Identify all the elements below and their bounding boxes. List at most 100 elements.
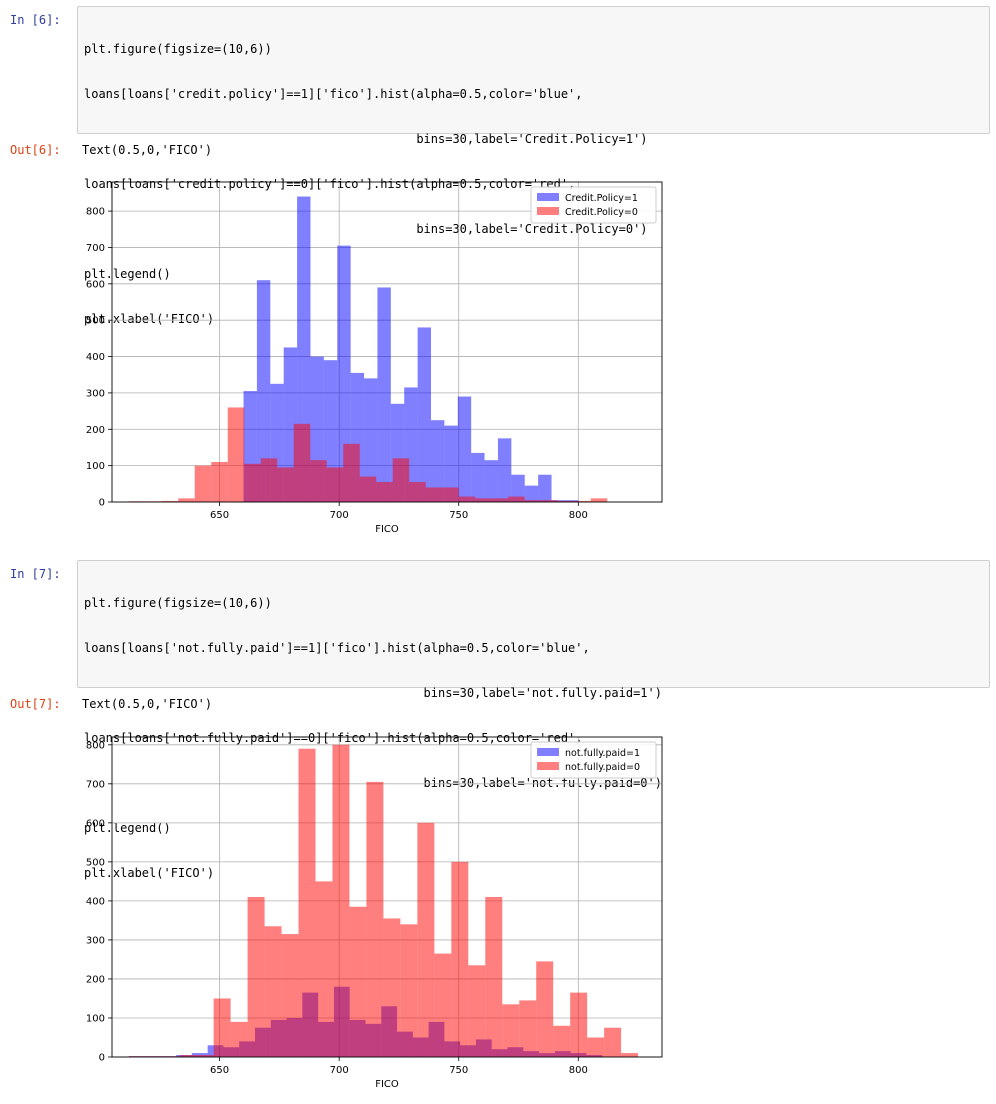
legend-box bbox=[530, 741, 657, 779]
histogram-bar-series2 bbox=[315, 881, 333, 1057]
histogram-bar-series1 bbox=[431, 420, 445, 502]
y-tick-label: 100 bbox=[86, 461, 105, 472]
histogram-bar-series2 bbox=[485, 897, 503, 1057]
code-line: bins=30,label='Credit.Policy=0') bbox=[84, 222, 648, 236]
x-tick-label: 800 bbox=[569, 1065, 588, 1076]
histogram-bar-series2 bbox=[260, 458, 278, 502]
histogram-bar-series2 bbox=[383, 918, 401, 1057]
histogram-bar-series2 bbox=[425, 487, 443, 502]
y-tick-label: 200 bbox=[86, 974, 105, 985]
y-tick-label: 400 bbox=[86, 896, 105, 907]
histogram-bar-series2 bbox=[604, 1027, 622, 1057]
x-tick-label: 650 bbox=[210, 510, 229, 521]
histogram-bar-series2 bbox=[211, 462, 228, 502]
histogram-bar-series1 bbox=[484, 460, 498, 502]
code-line: bins=30,label='not.fully.paid=0') bbox=[423, 776, 662, 790]
code-cell-6[interactable]: plt.figure(figsize=(10,6)) loans[loans['… bbox=[77, 6, 990, 326]
histogram-bar-series2 bbox=[491, 498, 509, 502]
histogram-bar-series2 bbox=[508, 496, 525, 502]
histogram-bar-series2 bbox=[553, 1025, 571, 1057]
histogram-bar-series2 bbox=[293, 423, 311, 502]
y-tick-label: 400 bbox=[86, 352, 105, 363]
histogram-bar-series2 bbox=[227, 407, 245, 502]
legend-label: not.fully.paid=1 bbox=[565, 748, 640, 759]
code-line: plt.legend() bbox=[84, 821, 171, 835]
code-line: plt.figure(figsize=(10,6)) bbox=[84, 42, 272, 56]
histogram-bar-series2 bbox=[502, 1004, 520, 1057]
histogram-bar-series1 bbox=[457, 396, 472, 502]
output-text-6: Text(0.5,0,'FICO') bbox=[82, 143, 213, 157]
in-prompt-7: In [7]: bbox=[10, 567, 61, 581]
y-tick-label: 800 bbox=[86, 740, 105, 751]
histogram-bar-series2 bbox=[161, 500, 179, 502]
histogram-bar-series2 bbox=[475, 498, 492, 502]
histogram-bar-series1 bbox=[444, 425, 458, 502]
histogram-bar-series2 bbox=[400, 924, 418, 1057]
histogram-bar-series1 bbox=[538, 474, 552, 502]
code-line: loans[loans['credit.policy']==1]['fico']… bbox=[84, 87, 583, 101]
histogram-bar-series2 bbox=[434, 953, 452, 1057]
legend-box bbox=[530, 186, 657, 224]
histogram-bar-series2 bbox=[451, 861, 469, 1057]
code-line: loans[loans['not.fully.paid']==0]['fico'… bbox=[84, 731, 583, 745]
y-tick-label: 600 bbox=[86, 818, 105, 829]
histogram-bar-series1 bbox=[256, 280, 271, 502]
histogram-bar-series2 bbox=[519, 1000, 537, 1057]
legend-label: Credit.Policy=1 bbox=[565, 193, 638, 204]
x-tick-label: 750 bbox=[449, 1065, 468, 1076]
histogram-bar-series2 bbox=[178, 498, 195, 502]
code-line: plt.xlabel('FICO') bbox=[84, 312, 215, 326]
legend-swatch bbox=[537, 193, 559, 201]
code-line: bins=30,label='not.fully.paid=1') bbox=[84, 686, 662, 700]
in-prompt-6: In [6]: bbox=[10, 13, 61, 27]
y-tick-label: 600 bbox=[86, 279, 105, 290]
histogram-bar-series2 bbox=[310, 460, 327, 502]
x-tick-label: 750 bbox=[449, 510, 468, 521]
histogram-bar-series2 bbox=[376, 482, 393, 502]
legend-swatch bbox=[537, 762, 559, 770]
histogram-bar-series2 bbox=[587, 1037, 605, 1057]
histogram-bar-series2 bbox=[557, 500, 575, 502]
histogram-bar-series2 bbox=[417, 822, 435, 1057]
code-cell-7[interactable]: plt.figure(figsize=(10,6)) loans[loans['… bbox=[77, 560, 990, 880]
histogram-bar-series1 bbox=[417, 327, 431, 502]
histogram-bar-series2 bbox=[349, 906, 367, 1057]
x-tick-label: 700 bbox=[330, 510, 349, 521]
x-axis-label: FICO bbox=[375, 1079, 399, 1090]
histogram-bar-series1 bbox=[524, 485, 539, 502]
histogram-bar-series2 bbox=[179, 1055, 197, 1057]
output-text-7: Text(0.5,0,'FICO') bbox=[82, 697, 213, 711]
histogram-bar-series2 bbox=[409, 482, 426, 502]
histogram-bar-series2 bbox=[194, 465, 212, 502]
y-tick-label: 700 bbox=[86, 243, 105, 254]
histogram-bar-series2 bbox=[536, 961, 554, 1057]
histogram-bar-series2 bbox=[281, 934, 299, 1057]
histogram-bar-series2 bbox=[230, 1021, 248, 1057]
legend-label: Credit.Policy=0 bbox=[565, 207, 638, 218]
histogram-bar-series1 bbox=[337, 245, 351, 502]
histogram-bar-series2 bbox=[359, 476, 377, 502]
x-tick-label: 800 bbox=[569, 510, 588, 521]
y-tick-label: 0 bbox=[99, 498, 105, 509]
y-tick-label: 300 bbox=[86, 935, 105, 946]
histogram-bar-series2 bbox=[621, 1053, 639, 1057]
histogram-bar-series2 bbox=[574, 500, 591, 502]
legend-label: not.fully.paid=0 bbox=[565, 762, 640, 773]
histogram-bar-series2 bbox=[570, 992, 588, 1057]
code-line: plt.xlabel('FICO') bbox=[84, 866, 215, 880]
histogram-bar-series2 bbox=[458, 496, 476, 502]
plot-frame bbox=[111, 181, 663, 503]
fico-histogram-credit-policy: 650 700 750 800 0 100 200 300 400 500 600 700 800 FIC… bbox=[86, 181, 663, 535]
legend-swatch bbox=[537, 207, 559, 215]
histogram-bar-series2 bbox=[442, 487, 459, 502]
legend-swatch bbox=[537, 748, 559, 756]
histogram-bar-series1 bbox=[364, 378, 378, 502]
histogram-bar-series2 bbox=[277, 467, 294, 502]
histogram-bar-series2 bbox=[332, 744, 350, 1057]
x-tick-label: 650 bbox=[210, 1065, 229, 1076]
histogram-bar-series2 bbox=[244, 463, 261, 502]
code-line: plt.figure(figsize=(10,6)) bbox=[84, 596, 272, 610]
y-tick-label: 300 bbox=[86, 388, 105, 399]
code-line: loans[loans['credit.policy']==0]['fico']… bbox=[84, 177, 576, 191]
out-prompt-7: Out[7]: bbox=[10, 697, 61, 711]
